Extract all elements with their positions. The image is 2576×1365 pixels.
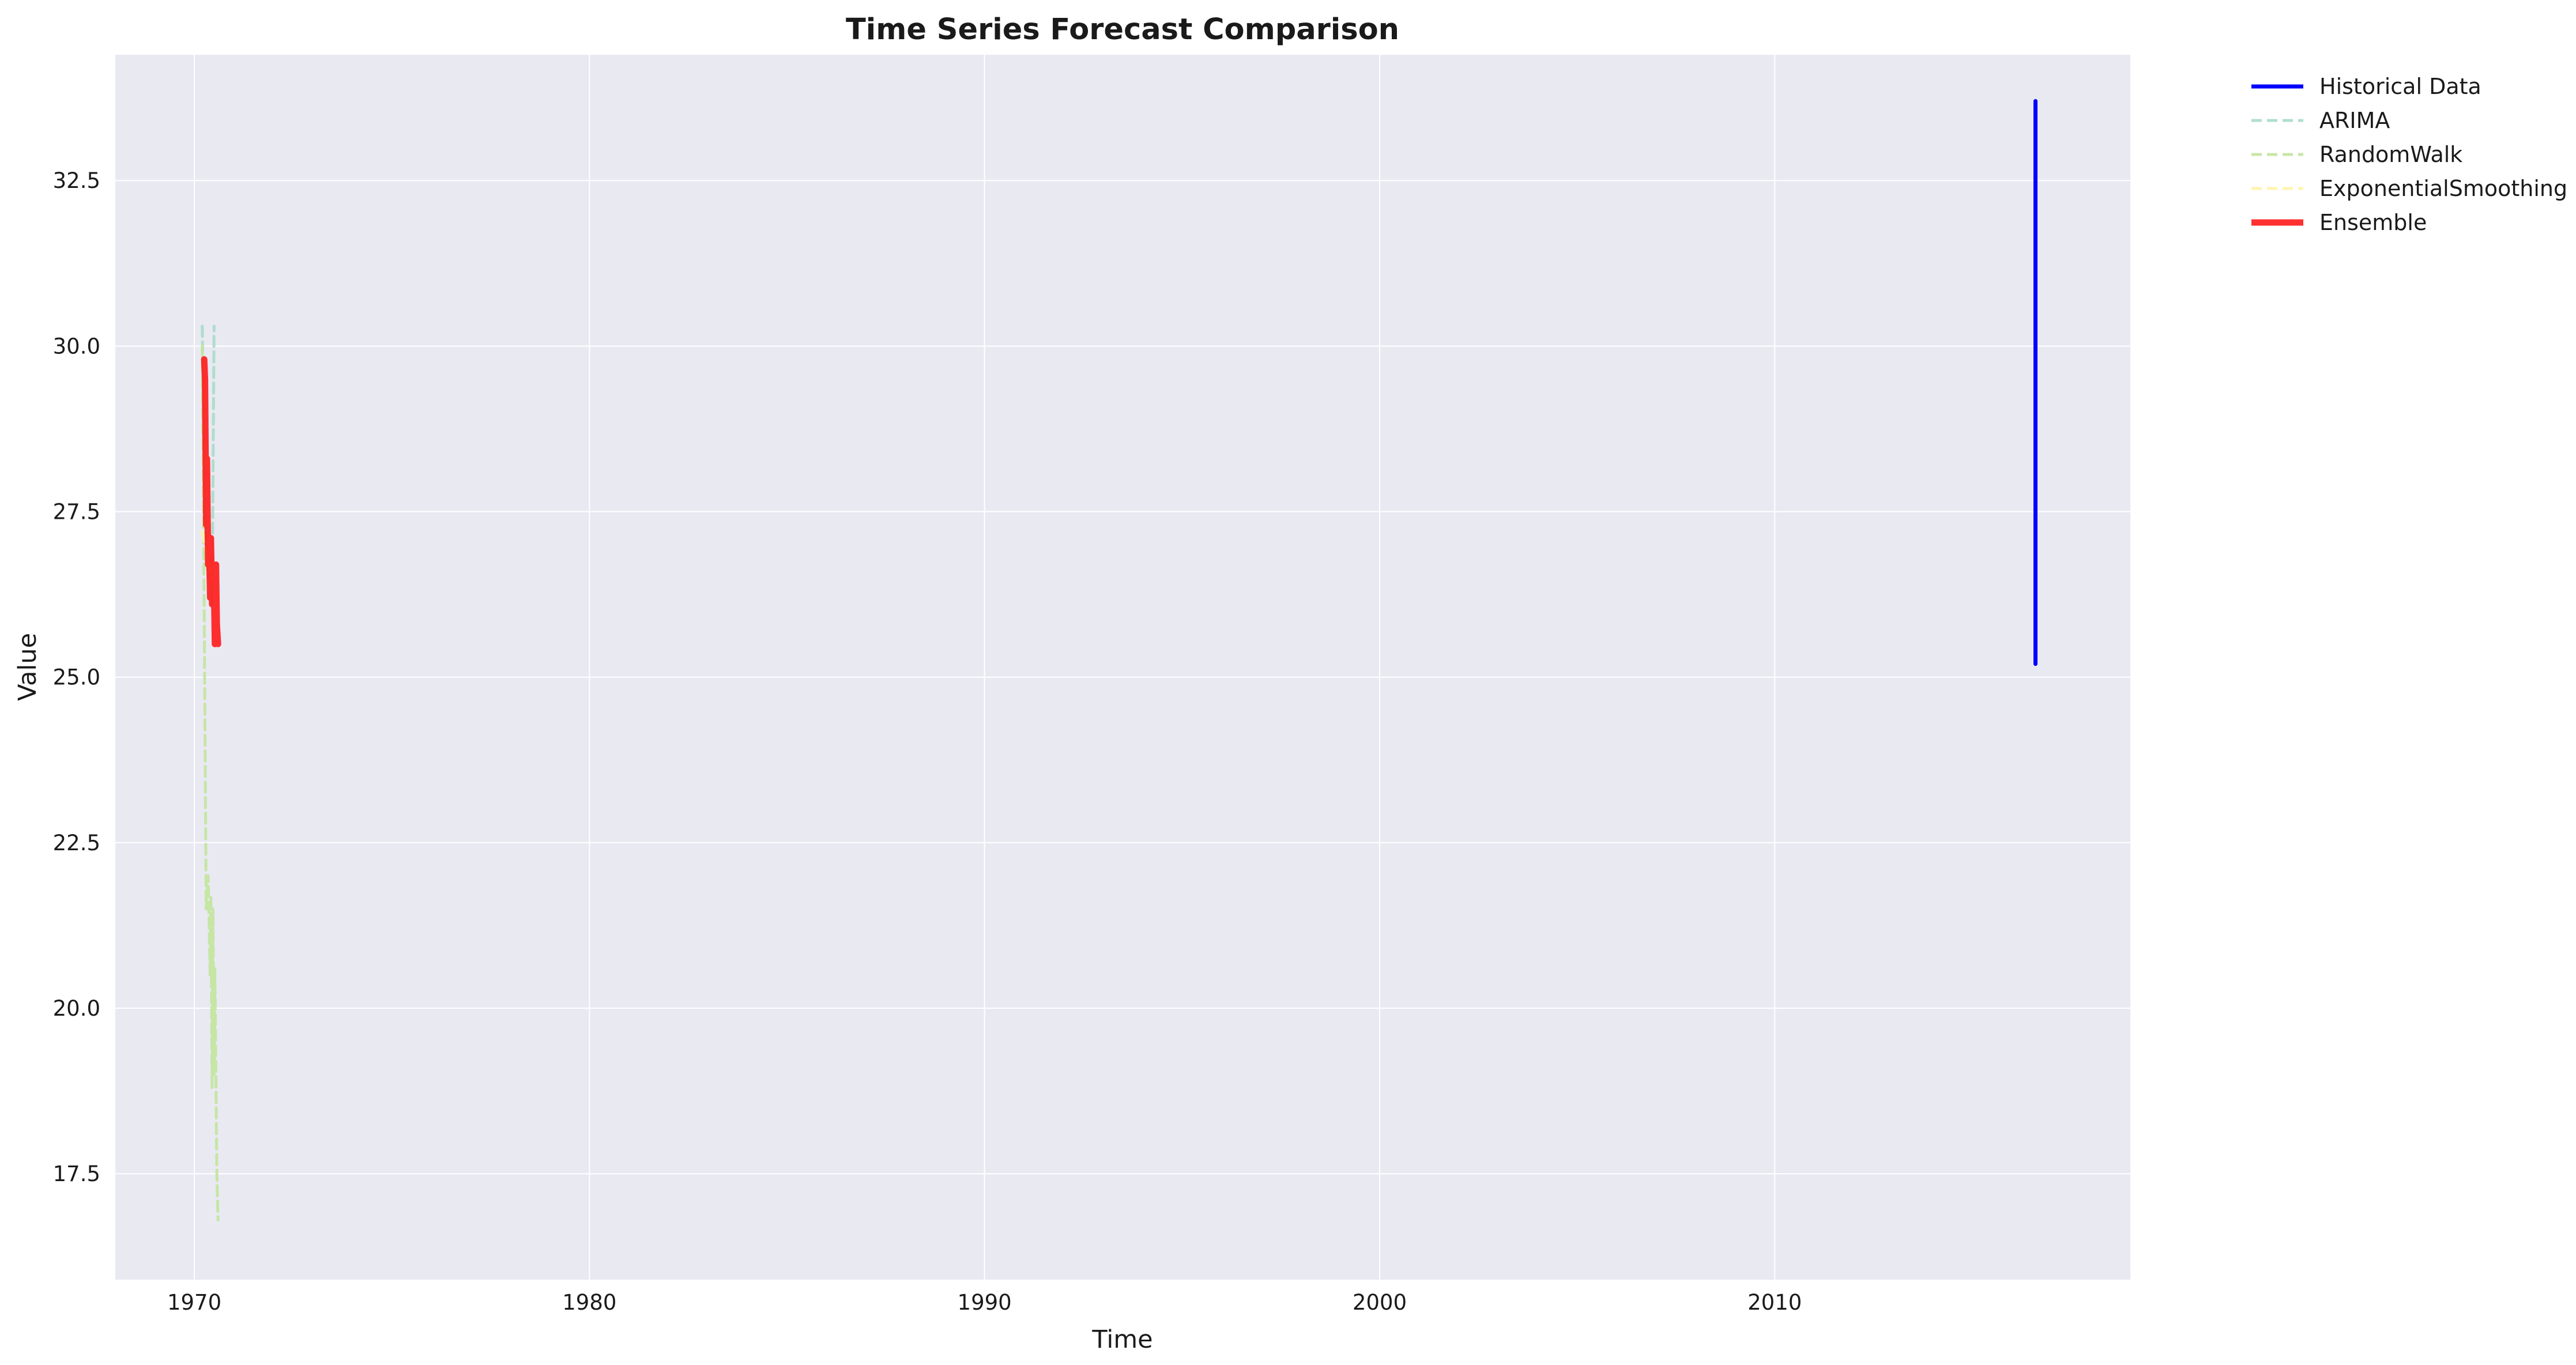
y-tick-label: 17.5 bbox=[53, 1162, 100, 1186]
y-tick-label: 30.0 bbox=[53, 334, 100, 359]
y-tick-label: 22.5 bbox=[53, 831, 100, 855]
legend-label: Ensemble bbox=[2319, 210, 2427, 235]
legend-label: ARIMA bbox=[2319, 108, 2390, 133]
legend-label: ExponentialSmoothing bbox=[2319, 176, 2567, 201]
y-axis-label: Value bbox=[13, 633, 42, 701]
series-layer bbox=[201, 99, 2038, 1222]
y-tick-label: 27.5 bbox=[53, 500, 100, 525]
legend: Historical Data ARIMA RandomWalk Exponentia… bbox=[2251, 74, 2567, 235]
chart-title: Time Series Forecast Comparison bbox=[846, 13, 1399, 47]
y-tick-label: 32.5 bbox=[53, 168, 100, 193]
legend-label: RandomWalk bbox=[2319, 142, 2462, 167]
grid bbox=[115, 55, 2130, 1280]
series-line-randomwalk bbox=[201, 344, 220, 1222]
x-tick-label: 1970 bbox=[167, 1290, 221, 1315]
y-tick-label: 20.0 bbox=[53, 996, 100, 1021]
legend-label: Historical Data bbox=[2319, 74, 2481, 99]
x-tick-label: 2000 bbox=[1353, 1290, 1407, 1315]
series-line-ensemble bbox=[201, 356, 221, 647]
tick-labels: 1970 1980 1990 2000 2010 17.5 20.0 22.5 25.0 27.5… bbox=[53, 168, 1802, 1315]
plot-background bbox=[115, 55, 2130, 1280]
x-tick-label: 1980 bbox=[562, 1290, 616, 1315]
x-tick-label: 1990 bbox=[958, 1290, 1012, 1315]
y-tick-label: 25.0 bbox=[53, 665, 100, 690]
x-tick-label: 2010 bbox=[1748, 1290, 1802, 1315]
x-axis-label: Time bbox=[1091, 1325, 1153, 1354]
